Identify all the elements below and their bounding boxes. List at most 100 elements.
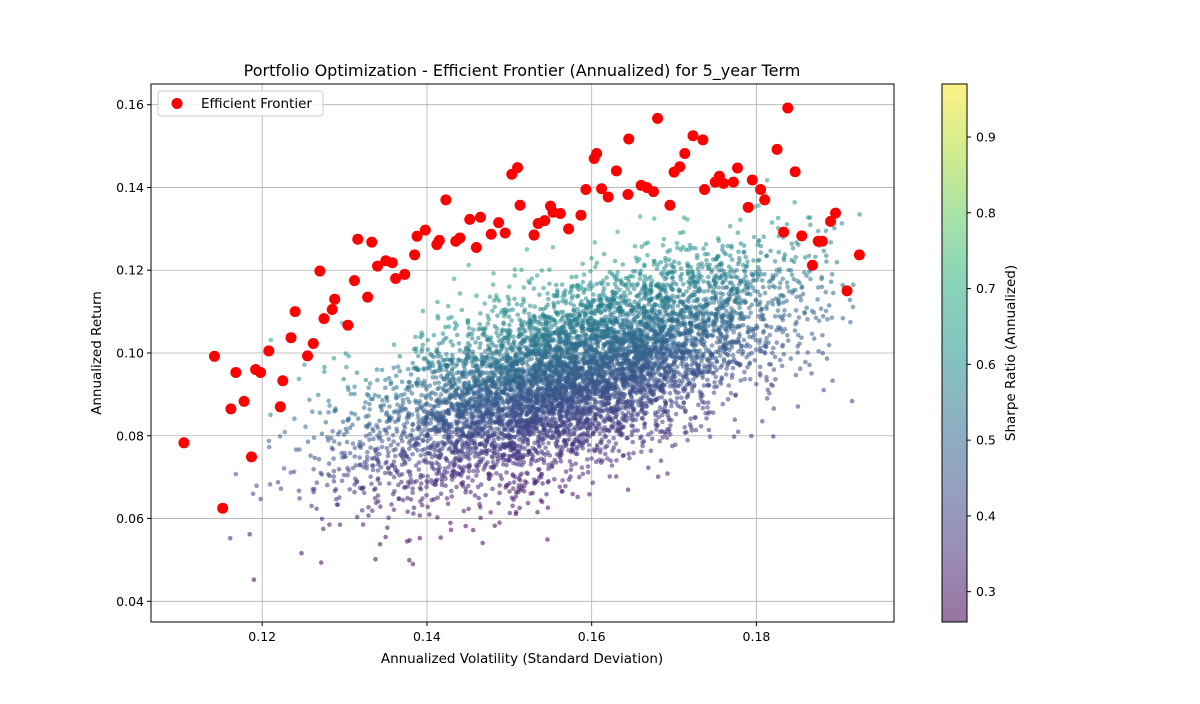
portfolio-point [412,480,417,485]
portfolio-point [808,277,813,282]
portfolio-point [495,313,500,318]
portfolio-point [383,378,388,383]
portfolio-point [587,443,592,448]
portfolio-point [666,271,671,276]
portfolio-point [407,380,412,385]
portfolio-point [645,404,650,409]
portfolio-point [493,305,498,310]
portfolio-point [388,472,393,477]
portfolio-point [690,355,695,360]
portfolio-point [560,295,565,300]
portfolio-point [704,416,709,421]
portfolio-point [545,537,550,542]
portfolio-point [373,557,378,562]
portfolio-point [819,275,824,280]
portfolio-point [617,449,622,454]
portfolio-point [615,230,620,235]
portfolio-point [737,256,742,261]
portfolio-point [700,311,705,316]
portfolio-point [605,444,610,449]
portfolio-point [643,421,648,426]
portfolio-point [707,428,712,433]
portfolio-point [760,419,765,424]
portfolio-point [432,467,437,472]
portfolio-point [418,536,423,541]
portfolio-point [736,262,741,267]
portfolio-point [478,311,483,316]
portfolio-point [555,294,560,299]
portfolio-point [425,505,430,510]
portfolio-point [678,405,683,410]
portfolio-point [584,296,589,301]
portfolio-point [417,460,422,465]
portfolio-point [371,468,376,473]
portfolio-point [763,291,768,296]
portfolio-point [535,273,540,278]
portfolio-point [375,478,380,483]
portfolio-point [586,470,591,475]
portfolio-point [320,432,325,437]
portfolio-point [718,353,723,358]
portfolio-point [792,200,797,205]
portfolio-point [705,378,710,383]
portfolio-point [658,405,663,410]
portfolio-point [327,461,332,466]
portfolio-point [517,506,522,511]
portfolio-point [799,336,804,341]
portfolio-point [405,420,410,425]
portfolio-point [715,359,720,364]
portfolio-point [721,269,726,274]
portfolio-point [638,297,643,302]
portfolio-point [347,487,352,492]
portfolio-point [297,496,302,501]
portfolio-point [467,326,472,331]
portfolio-point [422,379,427,384]
portfolio-point [471,327,476,332]
portfolio-point [675,396,680,401]
portfolio-point [613,259,618,264]
portfolio-point [560,282,565,287]
portfolio-point [416,354,421,359]
portfolio-point [759,250,764,255]
portfolio-point [327,403,332,408]
portfolio-point [646,465,651,470]
portfolio-point [512,480,517,485]
portfolio-point [315,480,320,485]
portfolio-point [519,268,524,273]
portfolio-point [457,358,462,363]
portfolio-point [384,460,389,465]
portfolio-point [608,344,613,349]
portfolio-point [361,522,366,527]
portfolio-point [526,501,531,506]
portfolio-point [673,443,678,448]
portfolio-point [403,425,408,430]
portfolio-point [693,274,698,279]
portfolio-point [577,475,582,480]
portfolio-point [819,306,824,311]
portfolio-point [824,290,829,295]
portfolio-point [389,380,394,385]
portfolio-point [538,307,543,312]
portfolio-point [547,344,552,349]
portfolio-point [438,535,443,540]
portfolio-point [614,458,619,463]
portfolio-point [718,314,723,319]
portfolio-point [701,279,706,284]
portfolio-point [741,263,746,268]
portfolio-point [637,304,642,309]
portfolio-point [476,336,481,341]
portfolio-point [522,489,527,494]
portfolio-point [452,277,457,282]
portfolio-point [490,309,495,314]
portfolio-point [541,286,546,291]
portfolio-point [629,394,634,399]
portfolio-point [791,246,796,251]
portfolio-point [341,377,346,382]
portfolio-point [421,309,426,314]
portfolio-point [426,347,431,352]
portfolio-point [696,403,701,408]
portfolio-point [692,299,697,304]
portfolio-point [371,437,376,442]
portfolio-point [417,467,422,472]
